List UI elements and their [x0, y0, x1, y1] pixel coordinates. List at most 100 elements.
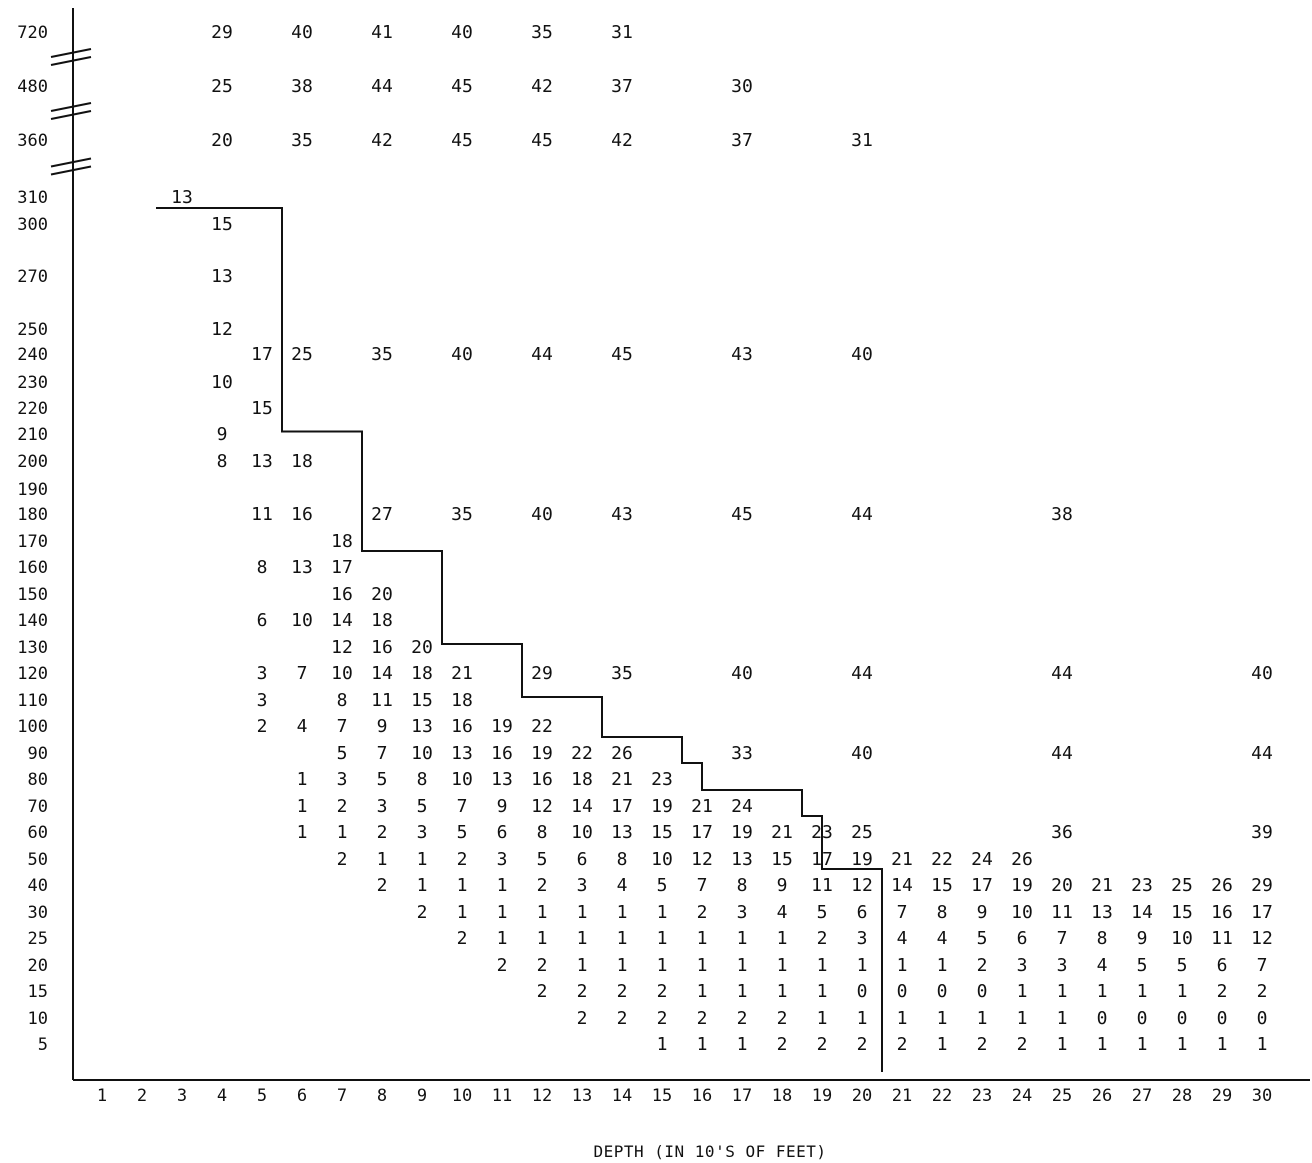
data-cell: 0 [1257, 1008, 1268, 1029]
data-cell: 10 [1011, 902, 1033, 923]
data-cell: 12 [331, 637, 353, 658]
data-cell: 2 [657, 981, 668, 1002]
data-cell: 35 [611, 663, 633, 684]
data-cell: 9 [977, 902, 988, 923]
data-cell: 9 [497, 796, 508, 817]
data-cell: 1 [657, 955, 668, 976]
y-tick-label: 130 [17, 638, 48, 658]
data-cell: 2 [537, 981, 548, 1002]
y-tick-label: 150 [17, 585, 48, 605]
data-cell: 1 [777, 981, 788, 1002]
data-cell: 14 [331, 610, 353, 631]
data-cell: 2 [537, 955, 548, 976]
data-cell: 1 [497, 875, 508, 896]
data-cell: 2 [337, 849, 348, 870]
data-cell: 4 [937, 928, 948, 949]
data-cell: 2 [777, 1008, 788, 1029]
data-cell: 2 [457, 928, 468, 949]
axes [51, 8, 1310, 1080]
data-cell: 12 [691, 849, 713, 870]
data-cell: 11 [1051, 902, 1073, 923]
data-cell: 1 [1177, 1034, 1188, 1055]
data-cell: 2 [497, 955, 508, 976]
data-cell: 16 [491, 743, 513, 764]
data-cell: 13 [611, 822, 633, 843]
data-cell: 19 [731, 822, 753, 843]
data-cell: 18 [451, 690, 473, 711]
x-tick-labels: 1 2 3 4 5 6 7 8 9 10 11 12 13 14 15 16 17 18 19 20 21 22 23 24 2… [97, 1086, 1272, 1106]
data-cell: 3 [337, 769, 348, 790]
data-cell: 13 [171, 187, 193, 208]
y-tick-label: 110 [17, 691, 48, 711]
data-cell: 40 [851, 344, 873, 365]
data-cell: 5 [377, 769, 388, 790]
data-cell: 20 [1051, 875, 1073, 896]
data-cell: 14 [571, 796, 593, 817]
data-cell: 31 [611, 22, 633, 43]
data-cell: 4 [777, 902, 788, 923]
data-cell: 7 [1057, 928, 1068, 949]
data-cell: 22 [531, 716, 553, 737]
y-tick-label: 240 [17, 345, 48, 365]
data-cell: 1 [1137, 981, 1148, 1002]
data-cell: 2 [537, 875, 548, 896]
data-cell: 10 [1171, 928, 1193, 949]
data-cell: 1 [657, 1034, 668, 1055]
data-cell: 5 [817, 902, 828, 923]
data-cell: 35 [291, 130, 313, 151]
data-cell: 9 [777, 875, 788, 896]
data-cell: 22 [931, 849, 953, 870]
y-tick-label: 15 [28, 982, 48, 1002]
data-cell: 6 [257, 610, 268, 631]
data-cell: 7 [897, 902, 908, 923]
data-cell: 35 [531, 22, 553, 43]
data-cell: 7 [337, 716, 348, 737]
data-cell: 1 [417, 875, 428, 896]
data-cell: 29 [531, 663, 553, 684]
data-cell: 44 [851, 663, 873, 684]
data-cell: 18 [411, 663, 433, 684]
data-cell: 15 [771, 849, 793, 870]
data-cell: 1 [817, 955, 828, 976]
x-tick-label: 16 [692, 1086, 712, 1106]
data-cell: 17 [611, 796, 633, 817]
data-cell: 21 [771, 822, 793, 843]
data-cell: 1 [1057, 981, 1068, 1002]
data-cell: 3 [857, 928, 868, 949]
data-cell: 6 [1217, 955, 1228, 976]
y-tick-label: 300 [17, 215, 48, 235]
data-cell: 8 [617, 849, 628, 870]
data-cell: 2 [337, 796, 348, 817]
data-cell: 2 [577, 1008, 588, 1029]
data-cell: 1 [497, 902, 508, 923]
data-cell: 1 [337, 822, 348, 843]
data-cell: 38 [1051, 504, 1073, 525]
data-cell: 12 [531, 796, 553, 817]
data-cell: 13 [451, 743, 473, 764]
data-cell: 1 [537, 902, 548, 923]
data-cell: 16 [331, 584, 353, 605]
data-cell: 1 [737, 955, 748, 976]
data-cell: 20 [211, 130, 233, 151]
data-cell: 12 [851, 875, 873, 896]
data-cell: 25 [1171, 875, 1193, 896]
data-cell: 42 [371, 130, 393, 151]
data-cell: 1 [297, 796, 308, 817]
data-cell: 12 [1251, 928, 1273, 949]
data-cell: 10 [331, 663, 353, 684]
data-cell: 10 [291, 610, 313, 631]
x-tick-label: 14 [612, 1086, 632, 1106]
data-cell: 2 [777, 1034, 788, 1055]
data-cell: 2 [737, 1008, 748, 1029]
data-cell: 13 [291, 557, 313, 578]
data-cell: 19 [531, 743, 553, 764]
data-cell: 45 [531, 130, 553, 151]
x-tick-label: 3 [177, 1086, 187, 1106]
data-cell: 1 [537, 928, 548, 949]
data-cell: 37 [731, 130, 753, 151]
y-tick-label: 720 [17, 23, 48, 43]
y-tick-label: 480 [17, 77, 48, 97]
data-cell: 1 [1057, 1034, 1068, 1055]
x-tick-label: 6 [297, 1086, 307, 1106]
